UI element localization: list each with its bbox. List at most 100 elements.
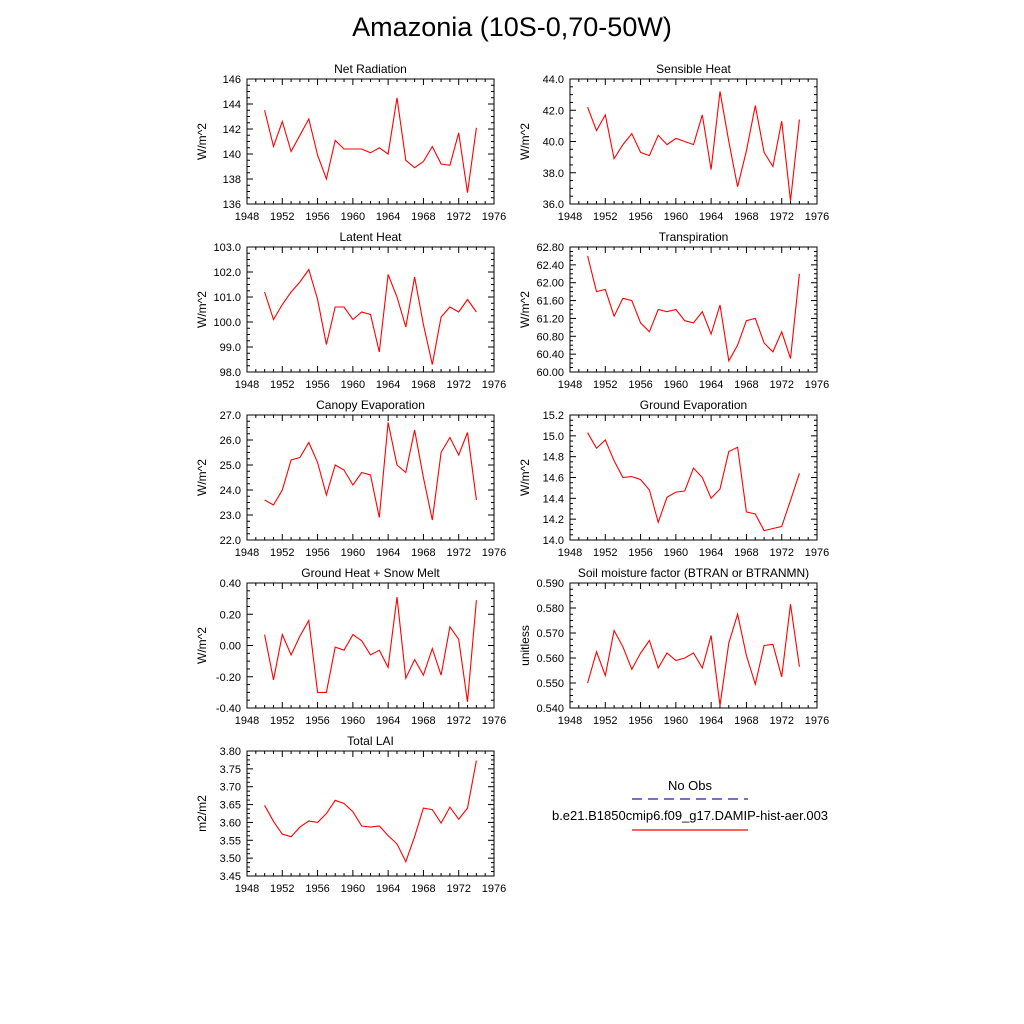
y-tick-label: 3.65: [220, 800, 241, 812]
panel-title: Net Radiation: [334, 62, 407, 76]
y-tick-label: 40.0: [543, 137, 564, 149]
y-tick-label: 0.540: [536, 703, 564, 715]
x-tick-label: 1956: [628, 547, 652, 559]
plot-frame: [569, 246, 818, 373]
x-tick-label: 1948: [235, 715, 259, 727]
y-tick-label: 3.70: [220, 782, 241, 794]
y-axis-label: unitless: [518, 625, 532, 666]
x-tick-label: 1960: [341, 883, 365, 895]
panel-title: Soil moisture factor (BTRAN or BTRANMN): [578, 566, 809, 580]
y-tick-label: 60.40: [536, 349, 564, 361]
y-axis-label: W/m^2: [518, 291, 532, 328]
y-tick-label: 25.0: [220, 460, 241, 472]
plot-frame: [246, 582, 495, 709]
x-tick-label: 1952: [270, 211, 294, 223]
legend-swatch-obs: [632, 798, 748, 800]
panel-title: Canopy Evaporation: [316, 398, 425, 412]
y-tick-label: 101.0: [213, 292, 241, 304]
panel-title: Transpiration: [659, 230, 729, 244]
x-tick-label: 1968: [734, 715, 758, 727]
y-tick-label: 24.0: [220, 485, 241, 497]
plot-frame: [246, 750, 495, 877]
panel-latent-heat: Latent Heat W/m^2 1948 1952 1956 1960 1964 1968…: [195, 230, 506, 391]
y-tick-label: 103.0: [213, 242, 241, 254]
series-line: [264, 97, 477, 193]
x-tick-label: 1972: [769, 211, 793, 223]
y-tick-label: 36.0: [543, 199, 564, 211]
y-tick-label: 22.0: [220, 535, 241, 547]
x-tick-label: 1952: [593, 211, 617, 223]
x-tick-label: 1952: [593, 547, 617, 559]
series-line: [587, 604, 800, 706]
x-tick-label: 1956: [628, 211, 652, 223]
x-tick-label: 1976: [805, 379, 829, 391]
x-tick-label: 1948: [558, 547, 582, 559]
y-tick-label: 62.40: [536, 260, 564, 272]
y-tick-label: 27.0: [220, 410, 241, 422]
y-tick-label: 144: [223, 99, 241, 111]
x-tick-label: 1964: [699, 211, 723, 223]
y-tick-label: 62.80: [536, 242, 564, 254]
x-tick-label: 1948: [235, 379, 259, 391]
x-tick-label: 1972: [446, 883, 470, 895]
y-tick-label: 14.0: [543, 535, 564, 547]
x-tick-label: 1968: [411, 379, 435, 391]
y-axis-label: W/m^2: [195, 123, 209, 160]
x-tick-label: 1960: [341, 715, 365, 727]
series-line: [587, 432, 800, 532]
y-tick-label: 138: [223, 174, 241, 186]
x-tick-label: 1956: [305, 379, 329, 391]
series-line: [264, 760, 477, 864]
x-tick-label: 1968: [734, 211, 758, 223]
x-tick-label: 1964: [376, 379, 400, 391]
x-tick-label: 1960: [341, 211, 365, 223]
panel-title: Latent Heat: [339, 230, 402, 244]
series-line: [587, 255, 800, 363]
x-tick-label: 1976: [482, 211, 506, 223]
x-tick-label: 1976: [805, 211, 829, 223]
x-tick-label: 1972: [769, 547, 793, 559]
x-tick-label: 1972: [446, 547, 470, 559]
y-tick-label: 60.00: [536, 367, 564, 379]
y-tick-label: 0.580: [536, 603, 564, 615]
y-axis-label: W/m^2: [195, 459, 209, 496]
x-tick-label: 1964: [376, 883, 400, 895]
y-tick-label: 142: [223, 124, 241, 136]
x-tick-label: 1956: [305, 883, 329, 895]
x-tick-label: 1952: [270, 883, 294, 895]
y-tick-label: -0.40: [216, 703, 241, 715]
x-tick-label: 1976: [482, 883, 506, 895]
y-tick-label: 3.60: [220, 817, 241, 829]
y-tick-label: 140: [223, 149, 241, 161]
y-tick-label: 3.75: [220, 764, 241, 776]
panel-total-lai: Total LAI m2/m2 1948 1952 1956 1960 1964 1968 19…: [195, 734, 506, 895]
x-tick-label: 1976: [805, 547, 829, 559]
legend-swatch-model: [632, 829, 748, 831]
plot-frame: [569, 582, 818, 709]
y-tick-label: 15.2: [543, 410, 564, 422]
panel-title: Ground Evaporation: [640, 398, 747, 412]
x-tick-label: 1964: [376, 547, 400, 559]
x-tick-label: 1976: [805, 715, 829, 727]
x-tick-label: 1972: [446, 379, 470, 391]
x-tick-label: 1964: [376, 211, 400, 223]
y-tick-label: 14.6: [543, 473, 564, 485]
x-tick-label: 1960: [341, 379, 365, 391]
y-tick-label: 42.0: [543, 105, 564, 117]
x-tick-label: 1952: [270, 379, 294, 391]
panel-sensible-heat: Sensible Heat W/m^2 1948 1952 1956 1960 1964 19…: [518, 62, 829, 223]
series-line: [264, 597, 477, 702]
y-tick-label: 146: [223, 74, 241, 86]
y-tick-label: 136: [223, 199, 241, 211]
x-tick-label: 1960: [664, 547, 688, 559]
y-tick-label: 14.4: [543, 493, 564, 505]
plot-frame: [569, 78, 818, 205]
y-tick-label: 0.20: [220, 609, 241, 621]
y-tick-label: 0.40: [220, 578, 241, 590]
y-tick-label: 102.0: [213, 267, 241, 279]
x-tick-label: 1976: [482, 379, 506, 391]
y-tick-label: 61.20: [536, 313, 564, 325]
panel-transpiration: Transpiration W/m^2 1948 1952 1956 1960 1964 19…: [518, 230, 829, 391]
x-tick-label: 1960: [664, 379, 688, 391]
